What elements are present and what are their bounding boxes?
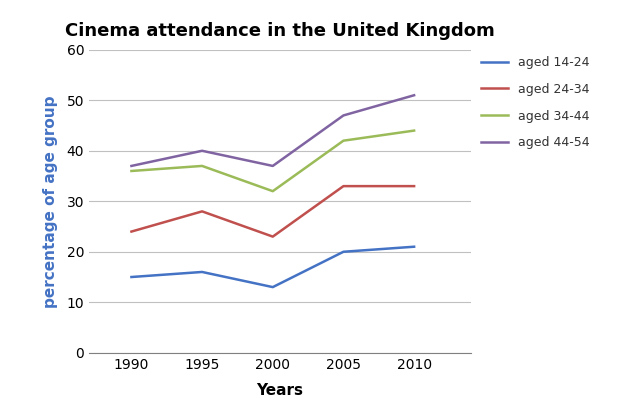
aged 24-34 xyxy=(198,209,206,214)
Line: aged 24-34: aged 24-34 xyxy=(132,186,414,237)
aged 34-44 xyxy=(410,128,418,133)
aged 24-34 xyxy=(340,183,347,188)
aged 24-34 xyxy=(410,183,418,188)
Line: aged 44-54: aged 44-54 xyxy=(132,95,414,166)
aged 34-44 xyxy=(128,168,135,173)
aged 44-54 xyxy=(128,164,135,168)
aged 44-54 xyxy=(410,93,418,98)
Legend: aged 14-24, aged 24-34, aged 34-44, aged 44-54: aged 14-24, aged 24-34, aged 34-44, aged… xyxy=(481,56,590,149)
Line: aged 34-44: aged 34-44 xyxy=(132,131,414,191)
aged 14-24 xyxy=(340,249,347,254)
Y-axis label: percentage of age group: percentage of age group xyxy=(43,95,59,308)
aged 14-24 xyxy=(410,244,418,249)
aged 14-24 xyxy=(128,275,135,280)
Line: aged 14-24: aged 14-24 xyxy=(132,247,414,287)
aged 44-54 xyxy=(269,164,277,168)
aged 14-24 xyxy=(198,269,206,274)
aged 34-44 xyxy=(269,189,277,194)
aged 44-54 xyxy=(340,113,347,118)
aged 24-34 xyxy=(269,234,277,239)
aged 44-54 xyxy=(198,148,206,153)
aged 34-44 xyxy=(198,164,206,168)
aged 24-34 xyxy=(128,229,135,234)
X-axis label: Years: Years xyxy=(256,383,303,398)
Title: Cinema attendance in the United Kingdom: Cinema attendance in the United Kingdom xyxy=(65,22,495,40)
aged 14-24 xyxy=(269,285,277,290)
aged 34-44 xyxy=(340,138,347,143)
